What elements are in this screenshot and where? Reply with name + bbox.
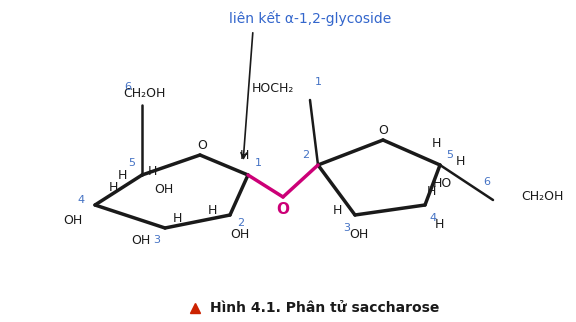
Text: HOCH₂: HOCH₂ <box>252 81 294 94</box>
Text: H: H <box>172 212 181 224</box>
Text: O: O <box>276 202 290 216</box>
Text: 4: 4 <box>77 195 85 205</box>
Text: OH: OH <box>63 213 82 226</box>
Text: H: H <box>426 185 435 197</box>
Text: H: H <box>207 204 217 217</box>
Text: 6: 6 <box>483 177 491 187</box>
Text: liên kết α-1,2-glycoside: liên kết α-1,2-glycoside <box>229 10 391 26</box>
Text: CH₂OH: CH₂OH <box>521 190 563 203</box>
Text: 6: 6 <box>124 82 131 92</box>
Text: H: H <box>431 137 441 149</box>
Text: O: O <box>378 124 388 137</box>
Text: 1: 1 <box>255 158 262 168</box>
Text: 5: 5 <box>446 150 453 160</box>
Text: OH: OH <box>131 233 151 247</box>
Text: OH: OH <box>350 229 369 242</box>
Text: H: H <box>108 181 118 194</box>
Text: 4: 4 <box>430 213 437 223</box>
Text: 5: 5 <box>128 158 135 168</box>
Text: Hình 4.1. Phân tử saccharose: Hình 4.1. Phân tử saccharose <box>210 301 439 315</box>
Text: 3: 3 <box>153 235 161 245</box>
Text: 1: 1 <box>314 77 321 87</box>
Text: H: H <box>455 155 465 167</box>
Text: CH₂OH: CH₂OH <box>123 87 165 99</box>
Text: H: H <box>332 204 342 217</box>
Text: O: O <box>197 138 207 151</box>
Text: H: H <box>434 219 444 232</box>
Text: 2: 2 <box>237 218 245 228</box>
Text: HO: HO <box>433 176 452 190</box>
Text: 2: 2 <box>302 150 309 160</box>
Text: H: H <box>147 165 157 177</box>
Text: OH: OH <box>154 183 173 195</box>
Text: H: H <box>239 148 249 162</box>
Text: H: H <box>118 168 127 182</box>
Text: 3: 3 <box>343 223 351 233</box>
Text: OH: OH <box>230 229 249 242</box>
